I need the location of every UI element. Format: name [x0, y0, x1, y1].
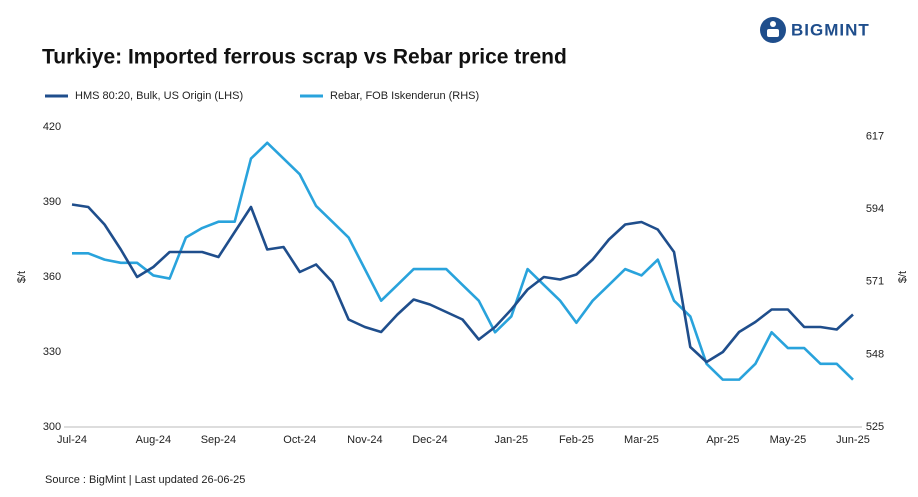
y-tick-label: 360 — [43, 271, 61, 283]
brand: BIGMINT — [791, 20, 870, 39]
x-tick-label: May-25 — [770, 434, 807, 446]
y-tick-label: 300 — [43, 421, 61, 433]
source: Source : BigMint | Last updated 26-06-25 — [45, 474, 245, 486]
logo: BIGMINT — [760, 17, 870, 43]
x-tick-label: Feb-25 — [559, 434, 594, 446]
x-tick-label: Jun-25 — [836, 434, 870, 446]
x-tick-label: Aug-24 — [136, 434, 171, 446]
series-line — [71, 203, 854, 364]
y-tick-label: 420 — [43, 121, 61, 133]
y2-axis-label: $/t — [897, 271, 909, 283]
y2-tick-label: 594 — [866, 203, 884, 215]
x-tick-label: Sep-24 — [201, 434, 236, 446]
chart-title: Turkiye: Imported ferrous scrap vs Rebar… — [42, 46, 567, 69]
series-line — [72, 141, 854, 381]
x-tick-label: Mar-25 — [624, 434, 659, 446]
y2-tick-label: 617 — [866, 130, 884, 142]
y-axis-label: $/t — [16, 271, 28, 283]
y-tick-label: 330 — [43, 346, 61, 358]
y-tick-label: 390 — [43, 196, 61, 208]
y2-tick-label: 525 — [866, 421, 884, 433]
x-tick-label: Nov-24 — [347, 434, 382, 446]
y2-tick-label: 571 — [866, 276, 884, 288]
x-tick-label: Dec-24 — [412, 434, 447, 446]
legend-label: Rebar, FOB Iskenderun (RHS) — [330, 90, 479, 102]
y2-tick-label: 548 — [866, 348, 884, 360]
x-tick-label: Oct-24 — [283, 434, 316, 446]
x-tick-label: Jan-25 — [494, 434, 528, 446]
x-tick-label: Apr-25 — [706, 434, 739, 446]
legend-label: HMS 80:20, Bulk, US Origin (LHS) — [75, 90, 243, 102]
x-tick-label: Jul-24 — [57, 434, 87, 446]
